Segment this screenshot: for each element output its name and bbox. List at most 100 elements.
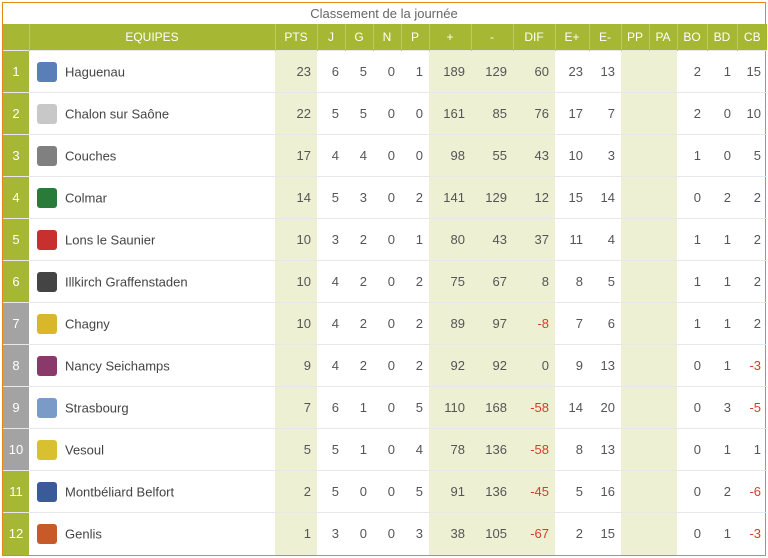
cell-j: 4 [317,303,345,345]
cell-pa [649,303,677,345]
cell-em: 16 [589,471,621,513]
col-cb: CB [737,24,767,51]
col-ep: E+ [555,24,589,51]
cell-n: 0 [373,429,401,471]
col-pa: PA [649,24,677,51]
cell-pp [621,471,649,513]
cell-pts: 2 [275,471,317,513]
cell-dif: -67 [513,513,555,555]
table-row: 6Illkirch Graffenstaden1042027567885112 [3,261,767,303]
table-row: 10Vesoul5510478136-58813011 [3,429,767,471]
cell-bo: 0 [677,387,707,429]
cell-j: 5 [317,93,345,135]
cell-j: 5 [317,177,345,219]
cell-n: 0 [373,513,401,555]
cell-em: 13 [589,345,621,387]
cell-n: 0 [373,51,401,93]
cell-rank: 1 [3,51,29,93]
cell-g: 2 [345,219,373,261]
team-logo-icon [37,356,57,376]
cell-n: 0 [373,261,401,303]
cell-bd: 1 [707,345,737,387]
team-name: Colmar [65,190,107,205]
cell-dif: 37 [513,219,555,261]
cell-plus: 91 [429,471,471,513]
cell-bd: 1 [707,303,737,345]
cell-g: 1 [345,387,373,429]
team-name: Vesoul [65,442,104,457]
cell-dif: 43 [513,135,555,177]
cell-ep: 9 [555,345,589,387]
team-logo-icon [37,188,57,208]
table-title: Classement de la journée [3,3,765,24]
table-row: 5Lons le Saunier103201804337114112 [3,219,767,261]
cell-ep: 8 [555,261,589,303]
cell-bd: 3 [707,387,737,429]
table-header: EQUIPES PTS J G N P + - DIF E+ E- PP PA … [3,24,767,51]
cell-bd: 2 [707,177,737,219]
table-row: 4Colmar145302141129121514022 [3,177,767,219]
col-team: EQUIPES [29,24,275,51]
cell-bd: 1 [707,261,737,303]
cell-pts: 17 [275,135,317,177]
team-logo-icon [37,482,57,502]
cell-dif: 12 [513,177,555,219]
cell-ep: 10 [555,135,589,177]
cell-em: 6 [589,303,621,345]
cell-rank: 2 [3,93,29,135]
cell-pp [621,303,649,345]
cell-n: 0 [373,135,401,177]
cell-pa [649,387,677,429]
cell-ep: 8 [555,429,589,471]
cell-pa [649,513,677,555]
cell-j: 6 [317,387,345,429]
cell-pa [649,51,677,93]
cell-plus: 110 [429,387,471,429]
cell-pa [649,261,677,303]
cell-n: 0 [373,219,401,261]
cell-rank: 7 [3,303,29,345]
cell-em: 5 [589,261,621,303]
cell-bo: 1 [677,303,707,345]
cell-bd: 0 [707,93,737,135]
team-name: Haguenau [65,64,125,79]
cell-pa [649,219,677,261]
cell-p: 2 [401,261,429,303]
cell-bo: 1 [677,219,707,261]
team-name: Chagny [65,316,110,331]
cell-plus: 38 [429,513,471,555]
team-name: Chalon sur Saône [65,106,169,121]
cell-dif: 76 [513,93,555,135]
cell-bo: 2 [677,93,707,135]
cell-rank: 8 [3,345,29,387]
cell-team: Haguenau [29,51,275,93]
cell-rank: 11 [3,471,29,513]
cell-pts: 23 [275,51,317,93]
col-dif: DIF [513,24,555,51]
cell-pp [621,345,649,387]
cell-p: 4 [401,429,429,471]
cell-bo: 0 [677,345,707,387]
cell-ep: 2 [555,513,589,555]
team-name: Illkirch Graffenstaden [65,274,188,289]
cell-cb: 15 [737,51,767,93]
cell-dif: -45 [513,471,555,513]
cell-j: 4 [317,345,345,387]
cell-n: 0 [373,177,401,219]
col-n: N [373,24,401,51]
cell-p: 0 [401,93,429,135]
team-logo-icon [37,272,57,292]
cell-team: Couches [29,135,275,177]
cell-ep: 7 [555,303,589,345]
cell-minus: 129 [471,51,513,93]
cell-pts: 22 [275,93,317,135]
cell-p: 5 [401,471,429,513]
cell-rank: 10 [3,429,29,471]
col-j: J [317,24,345,51]
cell-j: 5 [317,429,345,471]
cell-pp [621,387,649,429]
cell-minus: 168 [471,387,513,429]
col-minus: - [471,24,513,51]
cell-j: 5 [317,471,345,513]
cell-j: 3 [317,513,345,555]
